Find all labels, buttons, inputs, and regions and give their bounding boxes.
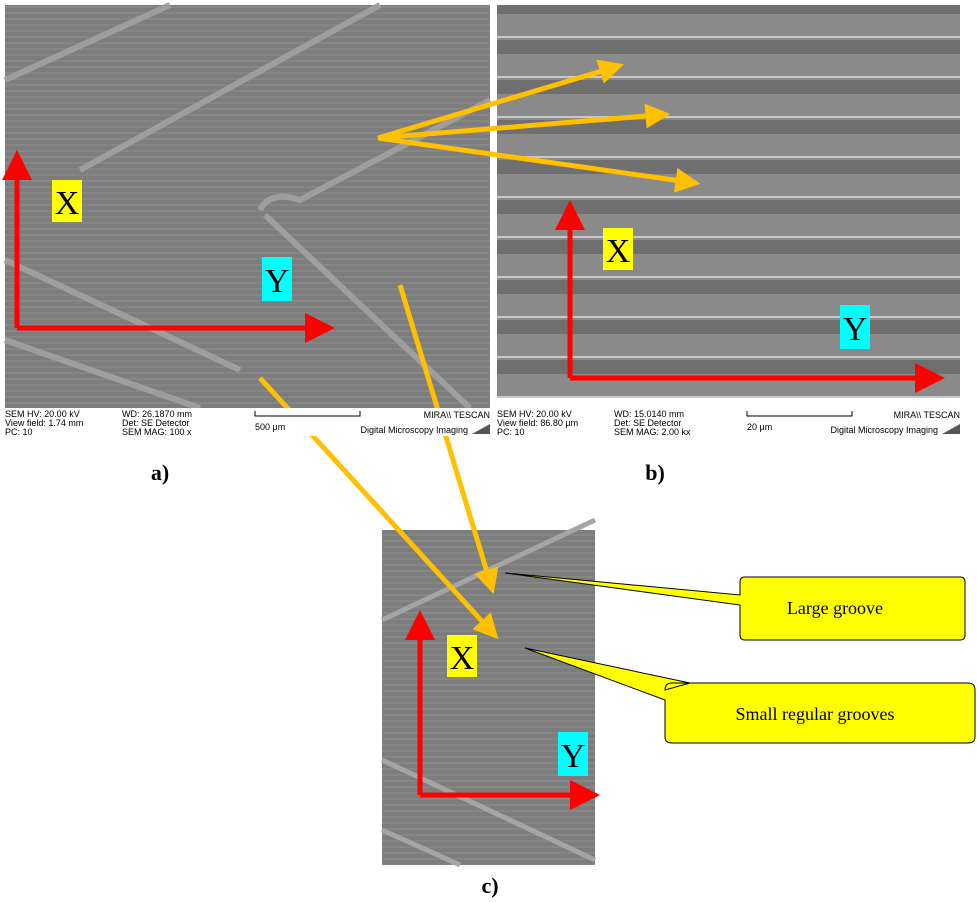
axis-label: X xyxy=(606,233,631,270)
info-text: 20 μm xyxy=(747,422,772,432)
panel-label: b) xyxy=(645,460,665,485)
figure: Large groove Small regular grooves X Ya) S… xyxy=(0,0,977,902)
callout-text: Large groove xyxy=(787,598,883,618)
axis-label: Y xyxy=(843,311,868,348)
info-text: PC: 10 xyxy=(5,427,33,437)
info-text: MIRA\\ TESCAN xyxy=(424,410,490,420)
axis-label: Y xyxy=(561,738,586,775)
info-text: MIRA\\ TESCAN xyxy=(894,410,960,420)
callout-text: Small regular grooves xyxy=(736,704,895,724)
info-text: SEM MAG: 100 x xyxy=(122,427,192,437)
info-text: SEM MAG: 2.00 kx xyxy=(614,427,691,437)
info-text: Digital Microscopy Imaging xyxy=(830,425,938,435)
panel-label: a) xyxy=(151,460,169,485)
panel-label: c) xyxy=(481,873,498,898)
info-text: PC: 10 xyxy=(497,427,525,437)
axis-label: X xyxy=(55,185,80,222)
info-text: 500 μm xyxy=(255,422,285,432)
axis-label: X xyxy=(450,640,475,677)
info-text: Digital Microscopy Imaging xyxy=(360,425,468,435)
axis-label: Y xyxy=(265,263,290,300)
sem-image-b xyxy=(497,5,960,398)
